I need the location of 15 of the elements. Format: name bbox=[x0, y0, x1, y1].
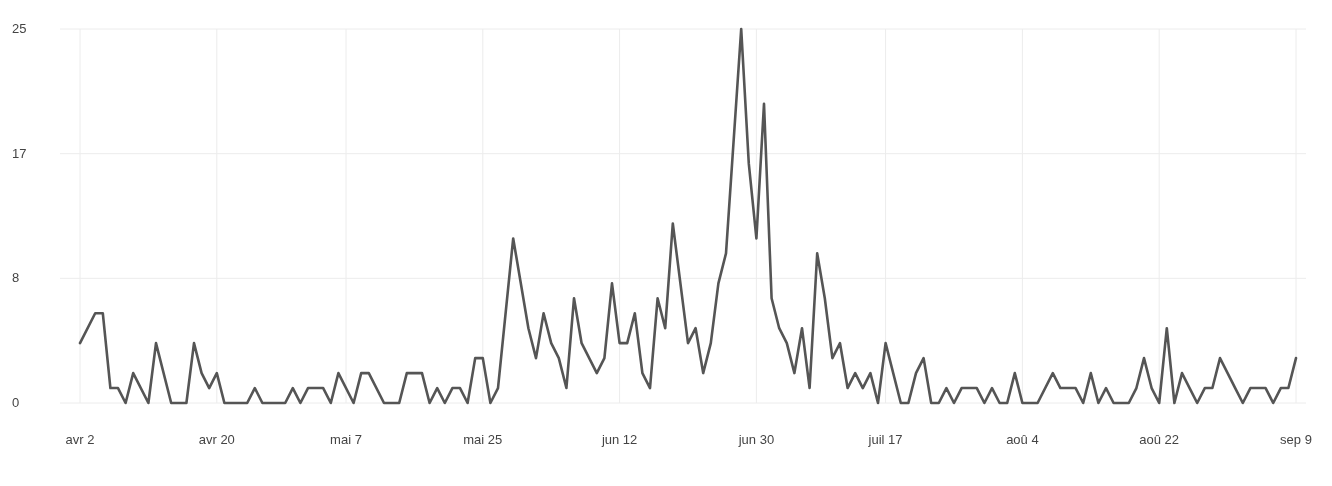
y-tick-label: 25 bbox=[12, 21, 27, 36]
x-tick-label: sep 9 bbox=[1280, 432, 1312, 447]
x-tick-label: jun 30 bbox=[737, 432, 775, 447]
x-tick-label: aoû 22 bbox=[1139, 432, 1180, 447]
x-tick-label: jun 12 bbox=[600, 432, 638, 447]
x-tick-label: avr 2 bbox=[65, 432, 95, 447]
x-tick-label: mai 25 bbox=[463, 432, 503, 447]
x-tick-label: aoû 4 bbox=[1006, 432, 1039, 447]
y-tick-label: 17 bbox=[12, 145, 27, 161]
line-series bbox=[78, 27, 1298, 405]
x-tick-label: juil 17 bbox=[867, 432, 903, 447]
y-tick-label: 8 bbox=[12, 270, 20, 286]
x-tick-label: mai 7 bbox=[330, 432, 362, 447]
x-tick-label: avr 20 bbox=[198, 432, 235, 447]
y-tick-label: 0 bbox=[12, 395, 20, 410]
